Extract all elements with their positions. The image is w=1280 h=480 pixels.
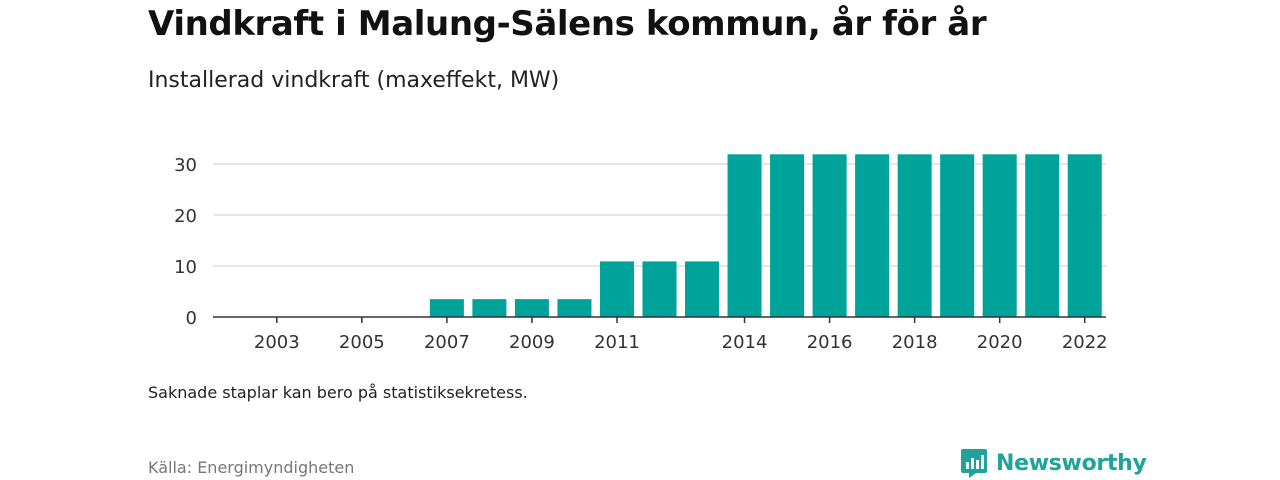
brand-name: Newsworthy: [996, 450, 1147, 476]
bar-2012: [642, 261, 677, 317]
y-tick-label: 0: [186, 308, 197, 329]
bar-2019: [940, 154, 975, 317]
bar-chart: 0 10 20 30 2003 2005 2007 2009 2011 2014 2016 2018…: [174, 154, 1108, 353]
bar-2016: [812, 154, 847, 317]
y-tick-label: 20: [174, 206, 197, 227]
bar-2018: [897, 154, 932, 317]
x-tick-label: 2005: [339, 332, 385, 353]
x-tick-label: 2018: [892, 332, 938, 353]
x-tick-label: 2009: [509, 332, 555, 353]
bar-2015: [770, 154, 805, 317]
x-tick-label: 2007: [424, 332, 470, 353]
chart-subtitle: Installerad vindkraft (maxeffekt, MW): [148, 68, 560, 93]
x-tick-label: 2014: [722, 332, 768, 353]
bar-2011: [599, 261, 634, 317]
bar-2021: [1025, 154, 1060, 317]
x-tick-label: 2003: [254, 332, 300, 353]
bars: [429, 154, 1102, 317]
y-axis-ticks: 0 10 20 30: [174, 155, 197, 329]
bar-2022: [1067, 154, 1102, 317]
footnote: Saknade staplar kan bero på statistiksek…: [148, 383, 528, 402]
bar-2008: [472, 299, 507, 317]
x-tick-label: 2022: [1062, 332, 1108, 353]
source-text: Källa: Energimyndigheten: [148, 458, 355, 477]
bar-2020: [982, 154, 1017, 317]
bar-2009: [514, 299, 549, 317]
chart-title: Vindkraft i Malung-Sälens kommun, år för…: [148, 4, 987, 44]
x-tick-label: 2011: [594, 332, 640, 353]
bar-2014: [727, 154, 762, 317]
bar-2010: [557, 299, 592, 317]
bar-2013: [685, 261, 720, 317]
newsworthy-icon: [961, 449, 987, 478]
bar-2017: [855, 154, 890, 317]
y-tick-label: 30: [174, 155, 197, 176]
x-axis-ticks: 2003 2005 2007 2009 2011 2014 2016 2018 2020 2022: [254, 317, 1108, 353]
bar-2007: [429, 299, 464, 317]
x-tick-label: 2016: [807, 332, 853, 353]
brand-logo[interactable]: Newsworthy: [960, 446, 1147, 480]
y-tick-label: 10: [174, 257, 197, 278]
x-tick-label: 2020: [977, 332, 1023, 353]
